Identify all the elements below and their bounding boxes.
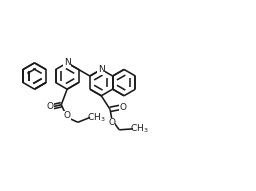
Text: N: N (98, 65, 105, 74)
Text: N: N (64, 58, 70, 67)
Text: CH$_3$: CH$_3$ (87, 111, 105, 124)
Text: O: O (63, 111, 70, 120)
Text: O: O (46, 102, 53, 111)
Text: O: O (120, 103, 127, 112)
Text: CH$_3$: CH$_3$ (131, 123, 149, 135)
Text: O: O (108, 118, 115, 127)
